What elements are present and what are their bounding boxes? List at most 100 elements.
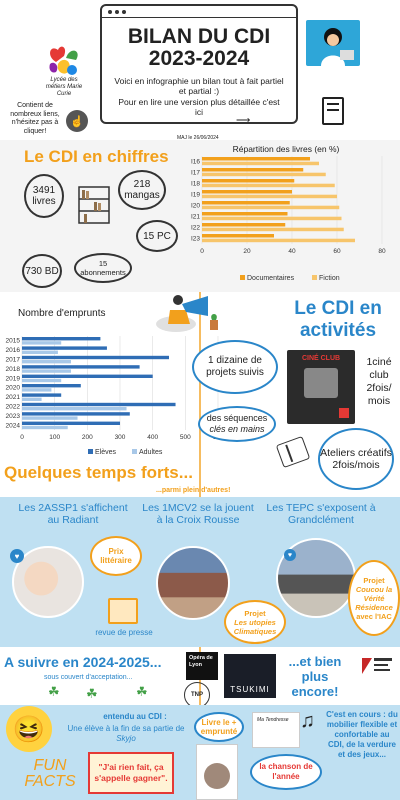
chiffres-title: Le CDI en chiffres [24, 147, 169, 166]
y-tick-label: I19 [191, 192, 200, 199]
bar-elèves [22, 412, 130, 416]
verite-name: Coucou la Vérité Résidence [355, 584, 393, 612]
page-year: 2023-2024 [148, 47, 250, 70]
assp1-photo[interactable] [12, 546, 84, 618]
detail-link[interactable]: Pour en lire une version plus détaillée … [118, 97, 280, 117]
bubble-bd: 730 BD [22, 254, 62, 288]
assp1-text: Les 2ASSP1 s'affichent au Radiant [18, 502, 128, 526]
mcv2-photo[interactable] [156, 546, 230, 620]
bubble-livres: 3491 livres [24, 174, 64, 218]
x-tick-label: 20 [243, 248, 251, 255]
entendu-text: entendu au CDI : [103, 712, 167, 721]
bar-elèves [22, 365, 140, 369]
book-icon [322, 97, 344, 125]
poster-photo [304, 368, 338, 398]
tsukimi-logo[interactable]: TSUKIMI [224, 654, 276, 698]
book-cover[interactable] [196, 744, 238, 800]
tnp-text: TNP [191, 692, 203, 698]
bubble-prix: Prix littéraire [90, 536, 142, 576]
chart2-svg: 0100200300400500600201520162017201820192… [6, 336, 224, 456]
clover-icon-1: ☘ [48, 684, 60, 699]
album-logo: Ma Tendresse [257, 717, 289, 723]
y-tick-label: 2021 [6, 394, 21, 401]
bubble-pc: 15 PC [136, 220, 178, 252]
y-tick-label: I23 [191, 236, 200, 243]
bubble-utopies: Projet Les utopies Climatiques [224, 600, 286, 644]
bar-adultes [22, 350, 58, 354]
bar-elèves [22, 384, 81, 388]
tepc-text: Les TEPC s'exposent à Grandclément [266, 502, 376, 526]
cine-poster[interactable]: CINÉ CLUB [287, 350, 355, 424]
prix-text: Prix littéraire [100, 547, 132, 565]
laughing-emoji-icon: 😆 [6, 706, 52, 752]
chart-repartition: Répartition des livres (en %) 0 20 40 60 80 I… [180, 142, 392, 290]
bar-elèves [22, 346, 107, 350]
bubble-ateliers: Ateliers créatifs 2fois/mois [318, 428, 394, 490]
bar-fiction [202, 227, 344, 232]
fun-title: FUN FACTS [20, 758, 80, 790]
cine-logo-text: CINÉ CLUB [301, 355, 341, 362]
eleve-text: Une élève à la fin de sa partie de Skyjo [66, 724, 186, 744]
window-bar [102, 6, 296, 18]
bar-adultes [22, 360, 71, 364]
partner-logo[interactable] [358, 654, 394, 688]
links-note: Contient de nombreux liens, n'hésitez pa… [10, 102, 60, 135]
fun-title-1: FUN [33, 757, 67, 774]
bar-fiction [202, 205, 340, 210]
legend-label: Fiction [319, 275, 340, 282]
bar-adultes [22, 425, 68, 430]
activites-title-1: Le CDI en [294, 298, 382, 319]
book-open-icon [108, 598, 138, 624]
opera-logo[interactable]: Opéra de Lyon [186, 652, 218, 680]
legend-swatch [240, 275, 245, 280]
y-tick-label: 2019 [6, 375, 21, 382]
bar-elèves [22, 421, 120, 425]
avatar [306, 20, 360, 66]
school-logo [42, 42, 86, 78]
bar-adultes [22, 397, 42, 401]
sequences-text: des séquences [206, 413, 268, 423]
school-name: Lycée des métiers Marie Curie [45, 77, 83, 97]
bar-documentaires [202, 201, 290, 205]
reader-illustration [150, 290, 226, 339]
y-tick-label: I20 [191, 203, 200, 210]
temps-forts-title: Quelques temps forts... [4, 463, 193, 482]
y-tick-label: I21 [191, 214, 200, 221]
bar-fiction [202, 194, 337, 199]
bar-adultes [22, 341, 62, 345]
bar-documentaires [202, 168, 304, 172]
verite-tail: avec l'IAC [356, 611, 392, 621]
projets-text: 1 dizaine de projets suivis [206, 355, 264, 378]
stat-mangas: 218 mangas [124, 179, 160, 201]
bar-adultes [22, 388, 52, 392]
stat-pc: 15 PC [143, 230, 171, 242]
stat-bd: 730 BD [25, 265, 59, 277]
music-note-icon: ♫ [300, 710, 315, 732]
arrow-icon: ⟶ [236, 115, 251, 126]
heart-icon-2: ♥ [284, 549, 296, 561]
header-card: BILAN DU CDI 2023-2024 Voici en infograp… [100, 4, 298, 124]
mcv2-text: Les 1MCV2 se la jouent à la Croix Rousse [142, 502, 254, 526]
bookshelf-icon [78, 186, 110, 229]
center-divider [199, 140, 201, 800]
verite-label: Projet [363, 575, 385, 585]
bar-fiction [202, 216, 342, 221]
opera-text: Opéra de Lyon [189, 655, 213, 668]
chiffres-band [0, 140, 400, 292]
eleve-phrase: Une élève à la fin de sa partie de [67, 724, 185, 733]
y-tick-label: 2017 [6, 357, 21, 364]
clover-icon-2: ☘ [86, 686, 98, 701]
y-tick-label: 2016 [6, 347, 21, 354]
ateliers-text: Ateliers créatifs 2fois/mois [320, 447, 392, 471]
quote-text: "J'ai rien fait, ça s'appelle gagner". [94, 762, 168, 783]
sequences-em: clés en mains [209, 424, 265, 434]
click-icon[interactable]: ☝ [66, 110, 88, 132]
bar-elèves [22, 402, 176, 407]
quote-box: "J'ai rien fait, ça s'appelle gagner". [88, 752, 174, 794]
album-cover[interactable]: Ma Tendresse [252, 712, 300, 748]
bar-fiction [202, 183, 335, 188]
y-tick-label: I18 [191, 181, 200, 188]
x-tick-label: 100 [49, 434, 60, 441]
legend-label: Adultes [139, 449, 163, 456]
bubble-abonnements: 15 abonnements [74, 253, 132, 283]
